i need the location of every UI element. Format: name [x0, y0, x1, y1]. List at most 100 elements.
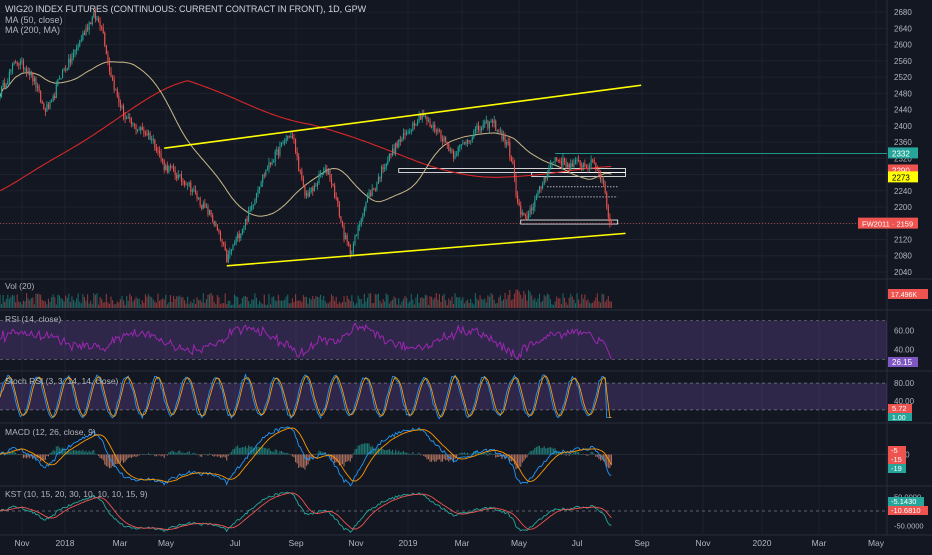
- candle-body[interactable]: [407, 132, 409, 134]
- candle-body[interactable]: [144, 133, 146, 135]
- candle-body[interactable]: [0, 96, 1, 98]
- candle-body[interactable]: [471, 137, 473, 141]
- candle-body[interactable]: [551, 162, 553, 165]
- candle-body[interactable]: [512, 161, 514, 165]
- candle-body[interactable]: [243, 226, 245, 229]
- candle-body[interactable]: [13, 61, 15, 64]
- candle-body[interactable]: [302, 178, 304, 185]
- candle-body[interactable]: [22, 60, 25, 70]
- candle-body[interactable]: [8, 71, 10, 82]
- candle-body[interactable]: [415, 124, 417, 126]
- candle-body[interactable]: [418, 115, 420, 121]
- candle-body[interactable]: [598, 169, 600, 176]
- candle-body[interactable]: [401, 138, 403, 142]
- candle-body[interactable]: [457, 147, 459, 155]
- candle-body[interactable]: [237, 233, 239, 239]
- candle-body[interactable]: [221, 239, 223, 243]
- candle-body[interactable]: [610, 223, 612, 225]
- candle-body[interactable]: [68, 58, 70, 69]
- candle-body[interactable]: [7, 81, 9, 85]
- candle-body[interactable]: [387, 160, 389, 164]
- candle-body[interactable]: [449, 149, 451, 151]
- candle-body[interactable]: [338, 202, 340, 217]
- candle-body[interactable]: [291, 136, 293, 139]
- candle-body[interactable]: [599, 175, 602, 180]
- candle-body[interactable]: [326, 168, 328, 175]
- candle-body[interactable]: [166, 165, 168, 173]
- candle-body[interactable]: [193, 189, 195, 191]
- candle-body[interactable]: [609, 217, 611, 224]
- candle-body[interactable]: [548, 168, 550, 174]
- candle-body[interactable]: [263, 174, 265, 176]
- candle-body[interactable]: [321, 173, 323, 175]
- candle-body[interactable]: [416, 120, 419, 125]
- candle-body[interactable]: [371, 188, 373, 196]
- candle-body[interactable]: [241, 228, 243, 234]
- candle-body[interactable]: [487, 120, 489, 129]
- candle-body[interactable]: [262, 174, 264, 183]
- candle-body[interactable]: [384, 167, 386, 170]
- candle-body[interactable]: [388, 153, 390, 161]
- candle-body[interactable]: [368, 192, 370, 198]
- candle-body[interactable]: [345, 235, 347, 240]
- candle-body[interactable]: [141, 127, 143, 131]
- candle-body[interactable]: [412, 122, 414, 131]
- candle-body[interactable]: [607, 206, 609, 218]
- candle-body[interactable]: [456, 154, 458, 156]
- candle-body[interactable]: [204, 203, 206, 208]
- candle-body[interactable]: [96, 18, 98, 20]
- candle-body[interactable]: [254, 199, 256, 206]
- candle-body[interactable]: [537, 190, 539, 196]
- candle-body[interactable]: [152, 139, 154, 141]
- candle-body[interactable]: [29, 71, 31, 76]
- candle-body[interactable]: [534, 200, 536, 207]
- candle-body[interactable]: [578, 159, 580, 161]
- candle-body[interactable]: [454, 155, 456, 159]
- candle-body[interactable]: [26, 68, 28, 73]
- candle-body[interactable]: [201, 205, 203, 209]
- candle-body[interactable]: [346, 235, 348, 242]
- candle-body[interactable]: [208, 210, 211, 215]
- candle-body[interactable]: [99, 21, 101, 27]
- candle-body[interactable]: [298, 156, 300, 171]
- candle-body[interactable]: [15, 61, 17, 63]
- candle-body[interactable]: [427, 120, 430, 122]
- candle-body[interactable]: [288, 135, 290, 137]
- candle-body[interactable]: [249, 210, 251, 211]
- candle-body[interactable]: [307, 192, 309, 197]
- candle-body[interactable]: [546, 173, 548, 179]
- candle-body[interactable]: [224, 243, 226, 251]
- candle-body[interactable]: [271, 162, 273, 165]
- candle-body[interactable]: [171, 166, 173, 168]
- candle-body[interactable]: [393, 148, 395, 154]
- candle-body[interactable]: [463, 142, 465, 144]
- candle-body[interactable]: [460, 144, 462, 146]
- candle-body[interactable]: [509, 142, 511, 157]
- candle-body[interactable]: [437, 129, 439, 132]
- candle-body[interactable]: [177, 174, 179, 179]
- candle-body[interactable]: [448, 144, 450, 151]
- candle-body[interactable]: [91, 17, 93, 25]
- candle-body[interactable]: [116, 89, 118, 97]
- candle-body[interactable]: [596, 169, 598, 171]
- candle-body[interactable]: [235, 238, 237, 244]
- candle-body[interactable]: [157, 150, 159, 152]
- candle-body[interactable]: [492, 120, 494, 123]
- candle-body[interactable]: [595, 162, 597, 170]
- candle-body[interactable]: [587, 168, 589, 170]
- candle-body[interactable]: [138, 129, 140, 131]
- candle-body[interactable]: [80, 39, 82, 41]
- candle-body[interactable]: [502, 135, 505, 140]
- candle-body[interactable]: [335, 197, 337, 198]
- candle-body[interactable]: [438, 129, 440, 131]
- candle-body[interactable]: [165, 165, 167, 171]
- candle-body[interactable]: [60, 78, 62, 80]
- candle-body[interactable]: [282, 142, 284, 144]
- candle-body[interactable]: [130, 118, 132, 125]
- candle-body[interactable]: [540, 186, 542, 189]
- candle-body[interactable]: [531, 208, 533, 210]
- candle-body[interactable]: [340, 216, 342, 221]
- candle-body[interactable]: [146, 133, 148, 135]
- candle-body[interactable]: [66, 68, 68, 71]
- candle-body[interactable]: [474, 129, 476, 132]
